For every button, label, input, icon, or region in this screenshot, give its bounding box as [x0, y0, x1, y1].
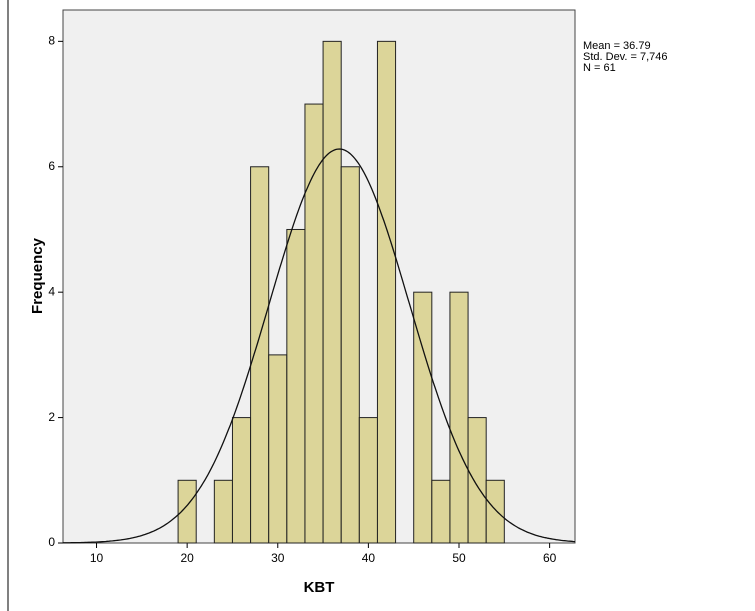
bar [413, 291, 433, 544]
y-axis-title: Frequency [29, 237, 46, 314]
x-tick-label: 10 [90, 551, 104, 565]
y-tick-label: 6 [48, 159, 55, 173]
stat-label: N = 61 [583, 62, 616, 74]
x-tick-label: 20 [180, 551, 194, 565]
bar [340, 166, 360, 544]
y-tick-label: 0 [48, 535, 55, 549]
bar [467, 417, 487, 544]
x-tick-label: 40 [362, 551, 376, 565]
stat-label: Mean = 36.79 [583, 40, 651, 52]
bar [304, 103, 324, 544]
bar [431, 479, 451, 544]
bar [213, 479, 233, 544]
y-tick-label: 8 [48, 34, 55, 48]
bar [449, 291, 469, 544]
x-axis-title: KBT [304, 579, 335, 596]
bar [286, 228, 306, 544]
normal-curve [63, 148, 576, 544]
stat-label: Std. Dev. = 7,746 [583, 51, 668, 63]
x-tick-label: 30 [271, 551, 285, 565]
bar [231, 417, 252, 544]
y-tick-label: 4 [48, 284, 55, 298]
bar [177, 479, 197, 544]
x-tick-label: 50 [452, 551, 466, 565]
bar [485, 479, 505, 544]
bar [268, 354, 288, 544]
y-tick-label: 2 [48, 410, 55, 424]
bar [376, 40, 397, 544]
x-tick-label: 60 [543, 551, 557, 565]
bar [322, 40, 342, 544]
bar [358, 417, 378, 544]
